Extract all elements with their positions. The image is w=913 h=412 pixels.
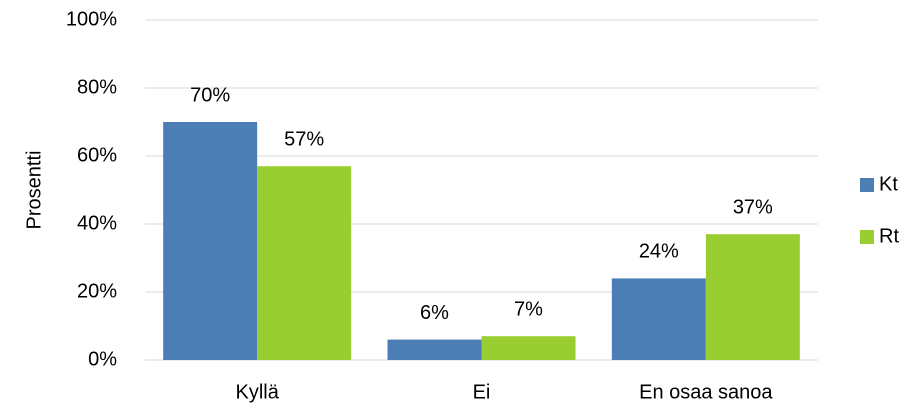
legend-swatch [860,230,874,244]
bar [163,122,258,360]
x-tick-label: Kyllä [235,381,279,403]
y-tick-label: 40% [77,212,117,234]
bar [257,166,352,360]
legend-label: Rt [879,225,899,247]
x-tick-label: Ei [473,381,491,403]
bar [705,234,800,360]
y-tick-label: 20% [77,280,117,302]
bar [611,278,706,360]
data-label: 24% [639,241,679,263]
data-label: 57% [284,128,324,150]
y-tick-label: 0% [88,348,117,370]
y-tick-label: 60% [77,144,117,166]
y-tick-label: 80% [77,76,117,98]
data-label: 6% [420,302,449,324]
legend-label: Kt [879,173,898,195]
y-tick-label: 100% [66,8,117,30]
y-axis-label: Prosentti [23,151,45,230]
data-label: 7% [514,298,543,320]
bar [481,336,576,360]
data-label: 37% [733,196,773,218]
data-label: 70% [190,84,230,106]
bar [387,339,482,360]
x-tick-label: En osaa sanoa [639,381,773,403]
legend-swatch [860,178,874,192]
